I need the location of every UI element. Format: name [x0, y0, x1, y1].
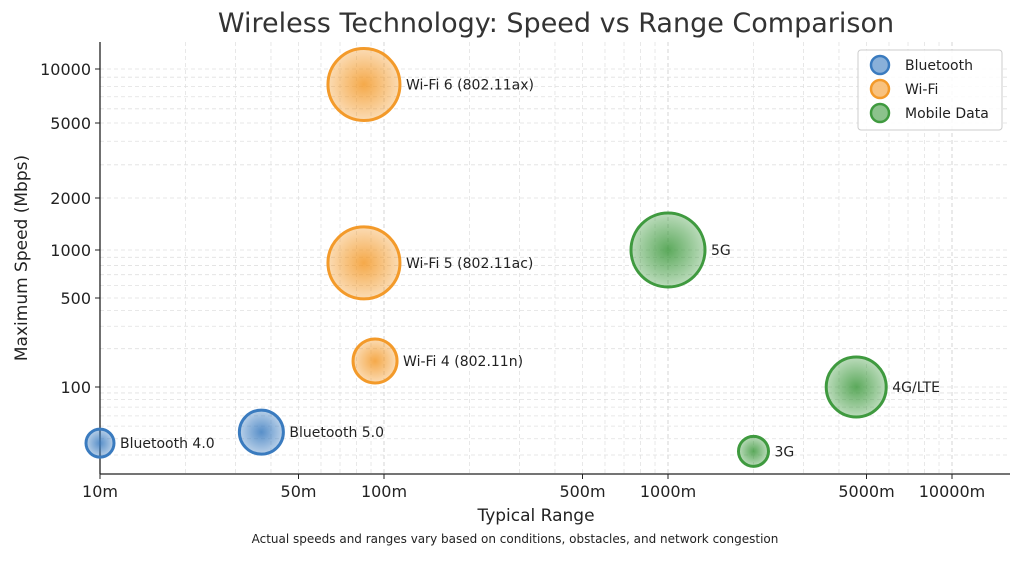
bubble-label: Wi-Fi 6 (802.11ax) [406, 77, 534, 93]
x-tick-label: 5000m [838, 482, 894, 501]
y-tick-label: 2000 [50, 189, 91, 208]
legend-marker [869, 102, 891, 124]
bubbles: Bluetooth 4.0 Bluetooth 5.0 Wi-Fi 6 (802.1… [84, 46, 940, 468]
bubble-label: Wi-Fi 4 (802.11n) [403, 354, 523, 370]
bubble-label: Bluetooth 4.0 [120, 436, 215, 452]
chart-title: Wireless Technology: Speed vs Range Comp… [218, 8, 894, 39]
legend-box [857, 49, 1003, 131]
x-tick-label: 500m [559, 482, 605, 501]
bubble-label: 5G [711, 243, 731, 259]
legend-entry: Bluetooth [905, 58, 973, 74]
bubble-4g-lte [824, 355, 888, 419]
bubble-label: Wi-Fi 5 (802.11ac) [406, 256, 533, 272]
legend-marker [869, 54, 891, 76]
legend-entry: Mobile Data [905, 106, 989, 122]
bubble-wi-fi-6-802-11ax- [326, 46, 402, 122]
y-tick-label: 100 [60, 378, 91, 397]
bubble-3g [736, 434, 770, 468]
legend: Bluetooth Wi-Fi Mobile Data [857, 49, 1003, 131]
x-tick-label: 10m [82, 482, 118, 501]
y-tick-label: 10000 [40, 60, 91, 79]
bubble-5g [629, 211, 707, 289]
legend-entry: Wi-Fi [905, 82, 938, 98]
bubble-label: Bluetooth 5.0 [289, 425, 384, 441]
y-tick-label: 500 [60, 289, 91, 308]
y-tick-label: 5000 [50, 114, 91, 133]
footnote: Actual speeds and ranges vary based on c… [252, 532, 779, 546]
x-axis-label: Typical Range [476, 506, 594, 526]
bubble-label: 4G/LTE [892, 380, 940, 396]
bubble-wi-fi-4-802-11n- [351, 337, 399, 385]
bubble-bluetooth-4-0 [84, 427, 116, 459]
x-tick-label: 50m [281, 482, 317, 501]
x-tick-label: 10000m [919, 482, 985, 501]
legend-marker [869, 78, 891, 100]
y-axis-label: Maximum Speed (Mbps) [12, 155, 32, 361]
bubble-wi-fi-5-802-11ac- [326, 225, 402, 301]
bubble-bluetooth-5-0 [237, 408, 285, 456]
bubble-label: 3G [774, 444, 794, 460]
y-tick-label: 1000 [50, 241, 91, 260]
axes: 10m 50m 100m 500m 1000m 5000m 10000m 100 500 1000… [40, 42, 1010, 501]
x-tick-label: 100m [361, 482, 407, 501]
x-tick-label: 1000m [640, 482, 696, 501]
